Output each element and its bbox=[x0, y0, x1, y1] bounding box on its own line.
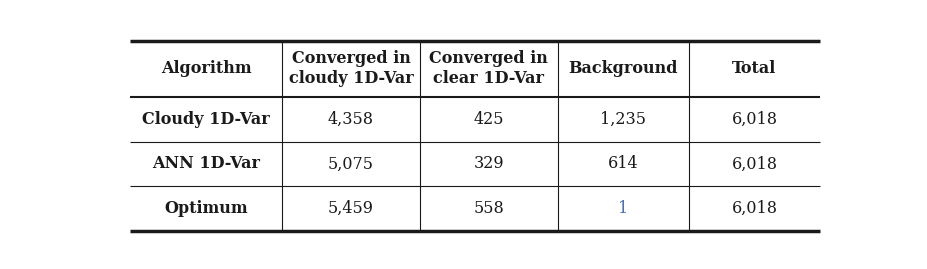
Text: 1,235: 1,235 bbox=[601, 111, 646, 128]
Text: 5,459: 5,459 bbox=[328, 200, 374, 217]
Text: 6,018: 6,018 bbox=[731, 111, 778, 128]
Text: 1: 1 bbox=[618, 200, 629, 217]
Text: 614: 614 bbox=[608, 155, 639, 172]
Text: 5,075: 5,075 bbox=[328, 155, 374, 172]
Text: 329: 329 bbox=[474, 155, 504, 172]
Text: 4,358: 4,358 bbox=[328, 111, 374, 128]
Text: 558: 558 bbox=[474, 200, 504, 217]
Text: Algorithm: Algorithm bbox=[160, 60, 251, 77]
Text: 6,018: 6,018 bbox=[731, 200, 778, 217]
Text: Converged in
clear 1D-Var: Converged in clear 1D-Var bbox=[429, 50, 548, 87]
Text: Background: Background bbox=[568, 60, 679, 77]
Text: Cloudy 1D-Var: Cloudy 1D-Var bbox=[142, 111, 270, 128]
Text: Optimum: Optimum bbox=[164, 200, 248, 217]
Text: ANN 1D-Var: ANN 1D-Var bbox=[152, 155, 260, 172]
Text: Converged in
cloudy 1D-Var: Converged in cloudy 1D-Var bbox=[288, 50, 413, 87]
Text: Total: Total bbox=[732, 60, 777, 77]
Text: 6,018: 6,018 bbox=[731, 155, 778, 172]
Text: 425: 425 bbox=[474, 111, 504, 128]
